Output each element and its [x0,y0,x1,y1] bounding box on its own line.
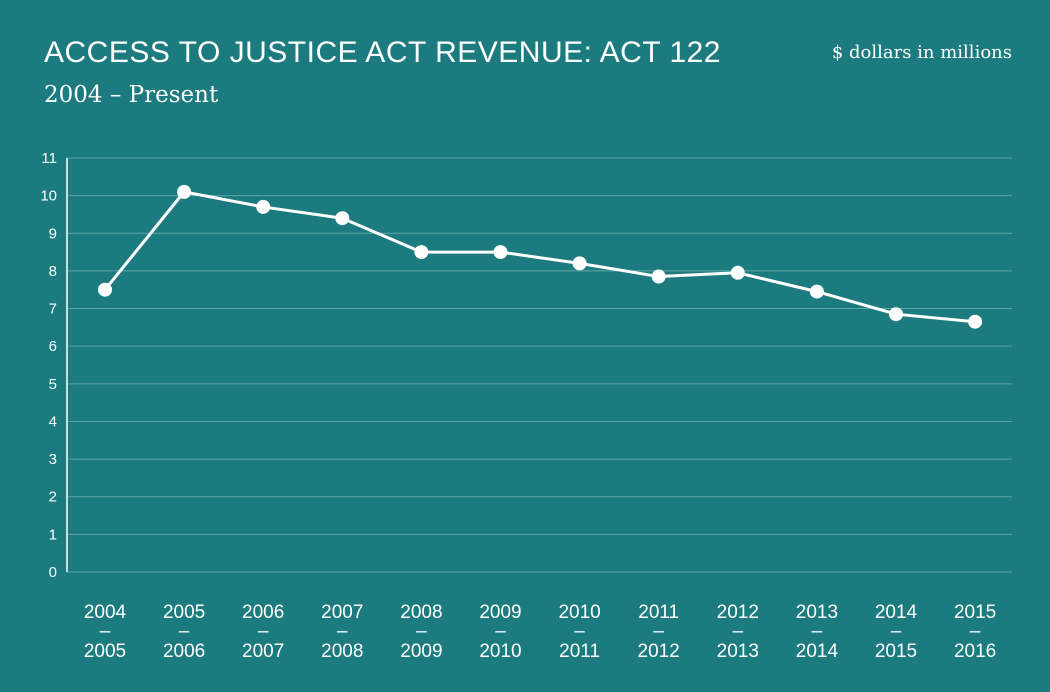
x-tick-label: 2015 [954,602,996,623]
x-tick-label: 2008 [321,641,363,662]
data-point [98,282,112,297]
data-point [335,211,350,226]
x-tick-label: 2011 [559,641,600,662]
x-tick-label: – [653,621,664,642]
x-tick-label: 2009 [400,641,442,662]
x-tick-label: 2014 [796,641,839,662]
x-tick-label: – [891,621,902,642]
y-tick-label: 11 [41,150,57,167]
x-tick-label: 2013 [796,602,838,623]
x-tick-label: – [258,621,269,642]
y-tick-label: 10 [40,188,57,205]
x-tick-label: – [416,621,427,642]
x-tick-label: – [100,621,111,642]
x-tick-label: – [733,621,744,642]
y-tick-label: 0 [49,564,57,581]
x-tick-label: 2013 [717,641,759,662]
x-tick-label: – [337,621,348,642]
y-tick-label: 3 [49,451,57,468]
x-tick-label: – [495,621,506,642]
data-point [889,307,903,322]
y-tick-label: 2 [49,489,57,506]
x-tick-label: 2005 [163,602,205,623]
x-tick-label: 2011 [638,602,679,623]
unit-note: $ dollars in millions [831,42,1012,63]
x-tick-label: 2010 [558,602,600,623]
x-tick-label: 2008 [400,602,442,623]
data-point [572,256,587,271]
x-tick-label: 2007 [321,602,363,623]
y-tick-label: 1 [49,526,57,543]
x-tick-label: 2006 [242,602,284,623]
x-tick-label: 2012 [638,641,680,662]
y-tick-labels: 0 1 2 3 4 5 6 7 8 9 10 11 [40,150,57,581]
y-tick-label: 9 [49,225,57,242]
y-tick-label: 8 [49,263,57,280]
x-tick-labels: 2004–20052005–20062006–20072007–20082008… [84,602,996,662]
x-tick-label: 2007 [242,641,284,662]
data-point [256,199,271,214]
x-tick-label: – [179,621,190,642]
x-tick-label: – [574,621,585,642]
series-layer [98,184,983,329]
data-point [414,245,429,260]
x-tick-label: 2012 [717,602,759,623]
chart-subtitle: 2004 – Present [44,82,219,108]
data-point [651,269,666,284]
x-tick-label: 2005 [84,641,126,662]
data-point [730,265,745,280]
x-tick-label: 2004 [84,602,127,623]
y-tick-label: 5 [49,376,57,393]
series-line [103,190,976,324]
x-tick-label: 2009 [479,602,521,623]
data-point [809,284,824,299]
x-tick-label: 2014 [875,602,918,623]
chart-title: ACCESS TO JUSTICE ACT REVENUE: ACT 122 [44,36,721,69]
x-tick-label: – [970,621,981,642]
x-tick-label: 2006 [163,641,205,662]
data-point [968,314,983,329]
y-tick-label: 7 [49,301,57,318]
data-point [493,245,508,260]
grid-layer [67,157,1012,573]
x-tick-label: 2010 [479,641,521,662]
y-tick-label: 6 [49,338,57,355]
x-tick-label: 2015 [875,641,917,662]
data-point [177,184,192,199]
x-tick-label: – [812,621,823,642]
y-tick-label: 4 [49,413,57,430]
x-tick-label: 2016 [954,641,996,662]
